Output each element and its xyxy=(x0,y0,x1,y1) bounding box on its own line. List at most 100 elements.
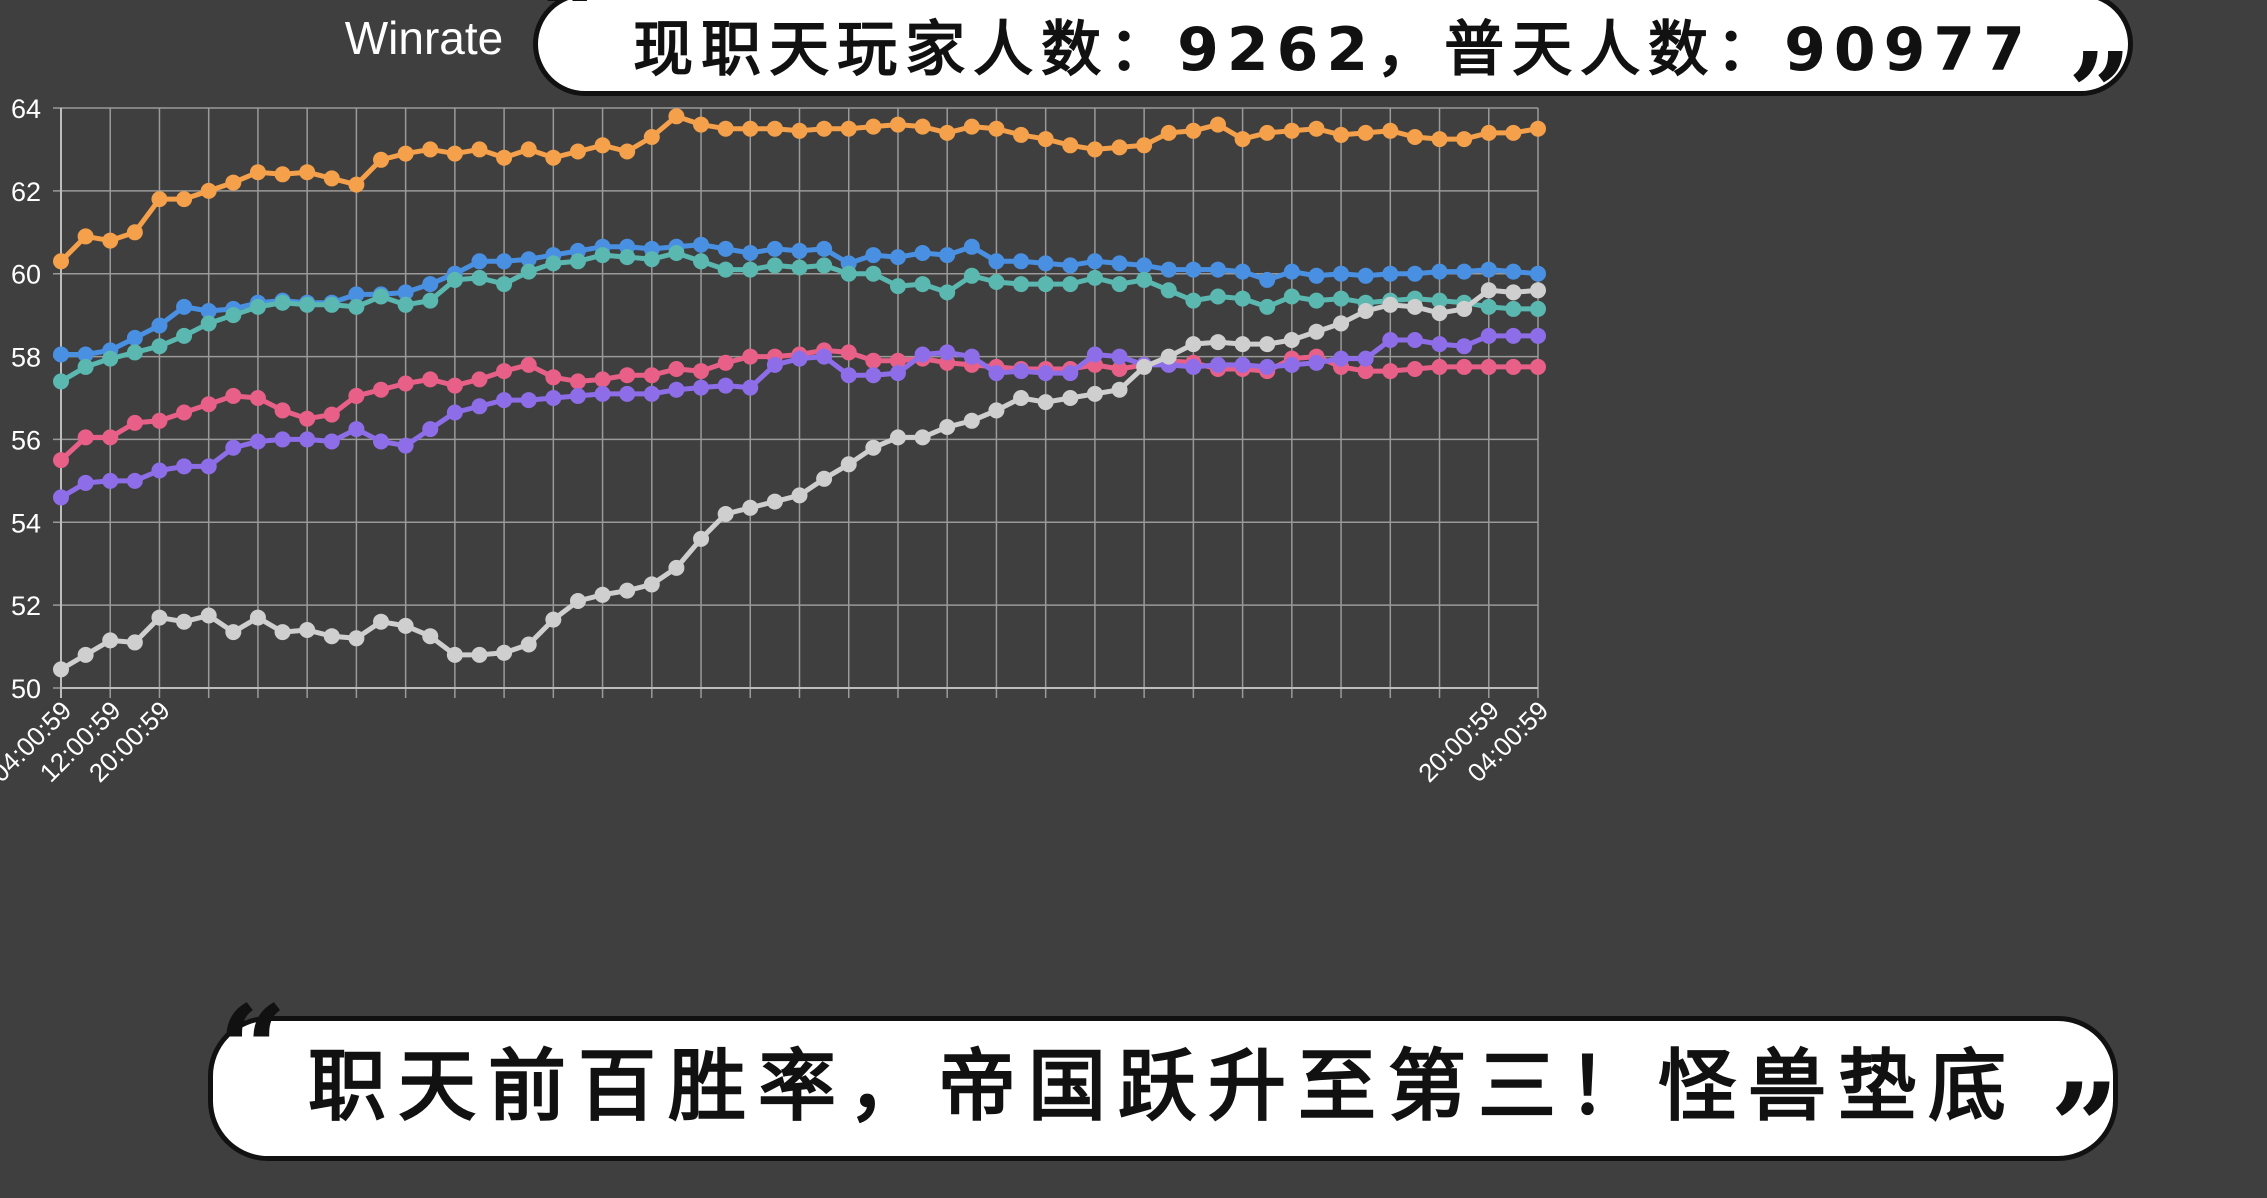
data-point xyxy=(545,149,562,166)
data-point xyxy=(274,402,291,419)
data-point xyxy=(766,356,783,373)
data-point xyxy=(77,474,94,491)
data-point xyxy=(1136,271,1153,288)
data-point xyxy=(1431,292,1448,309)
data-point xyxy=(397,617,414,634)
data-point xyxy=(422,371,439,388)
data-point xyxy=(1062,137,1079,154)
data-point xyxy=(1283,263,1300,280)
y-tick-label: 60 xyxy=(11,260,41,290)
data-point xyxy=(1259,336,1276,353)
data-point xyxy=(914,245,931,261)
data-point xyxy=(594,586,611,603)
data-point xyxy=(1111,139,1128,156)
data-point xyxy=(274,624,291,641)
data-point xyxy=(840,456,857,473)
data-point xyxy=(742,499,759,516)
series-0 xyxy=(53,108,1546,270)
data-point xyxy=(1333,350,1350,367)
data-point xyxy=(1431,305,1448,322)
data-point xyxy=(569,373,586,390)
data-point xyxy=(397,296,414,313)
data-point xyxy=(939,124,956,141)
data-point xyxy=(274,294,291,311)
data-point xyxy=(865,367,882,384)
data-point xyxy=(397,375,414,392)
data-point xyxy=(471,646,488,663)
data-point xyxy=(914,429,931,446)
data-point xyxy=(1406,332,1423,348)
data-point xyxy=(619,143,636,160)
data-point xyxy=(520,263,537,280)
data-point xyxy=(1136,358,1153,375)
data-point xyxy=(816,470,833,487)
data-point xyxy=(397,145,414,162)
data-point xyxy=(176,327,193,344)
data-point xyxy=(225,387,242,404)
data-point xyxy=(693,116,710,133)
data-point xyxy=(1333,315,1350,332)
data-point xyxy=(471,371,488,388)
data-point xyxy=(717,240,734,257)
data-point xyxy=(1505,284,1522,301)
data-point xyxy=(520,141,537,158)
data-point xyxy=(520,392,537,409)
data-point xyxy=(1111,361,1128,377)
data-point xyxy=(1209,116,1226,133)
data-point xyxy=(102,232,119,249)
data-point xyxy=(643,129,660,145)
data-point xyxy=(102,632,119,649)
data-point xyxy=(643,385,660,402)
data-point xyxy=(1431,336,1448,353)
data-point xyxy=(1234,290,1251,307)
data-point xyxy=(766,240,783,257)
data-point xyxy=(865,265,882,282)
data-point xyxy=(77,346,94,363)
data-point xyxy=(791,487,808,504)
data-point xyxy=(348,176,365,193)
data-point xyxy=(840,120,857,137)
data-point xyxy=(988,365,1005,382)
data-point xyxy=(889,278,906,295)
data-point xyxy=(569,593,586,609)
data-point xyxy=(323,170,340,187)
data-point xyxy=(840,265,857,282)
data-point xyxy=(619,249,636,266)
data-point xyxy=(569,387,586,404)
y-tick-label: 58 xyxy=(11,343,41,373)
data-point xyxy=(791,350,808,367)
data-point xyxy=(1357,363,1374,380)
data-point xyxy=(717,354,734,371)
data-point xyxy=(1013,363,1030,380)
data-point xyxy=(545,611,562,628)
data-point xyxy=(791,242,808,259)
data-point xyxy=(373,288,390,305)
winrate-chart: 50 52 54 56 58 60 62 64 04:00:5912:00:5920:00:5… xyxy=(0,12,1554,788)
y-axis-ticks: 50 52 54 56 58 60 62 64 xyxy=(11,94,41,704)
data-point xyxy=(742,379,759,396)
chart-title: Winrate xyxy=(345,12,503,64)
data-point xyxy=(1160,124,1177,141)
data-point xyxy=(1431,358,1448,375)
data-point xyxy=(397,437,414,454)
data-point xyxy=(496,392,513,409)
data-point xyxy=(1185,261,1202,278)
data-point xyxy=(1259,358,1276,375)
data-point xyxy=(53,373,69,390)
data-point xyxy=(1209,288,1226,305)
data-point xyxy=(446,145,463,162)
data-point xyxy=(126,414,143,431)
data-point xyxy=(865,247,882,264)
data-point xyxy=(766,120,783,137)
data-point xyxy=(53,489,69,506)
data-point xyxy=(1406,298,1423,315)
data-point xyxy=(1456,300,1473,317)
data-point xyxy=(53,346,69,363)
data-point xyxy=(1480,358,1497,375)
data-point xyxy=(1209,261,1226,278)
data-point xyxy=(1013,126,1030,143)
data-point xyxy=(1406,361,1423,377)
data-point xyxy=(1234,263,1251,280)
data-point xyxy=(1086,385,1103,402)
data-point xyxy=(1480,282,1497,299)
